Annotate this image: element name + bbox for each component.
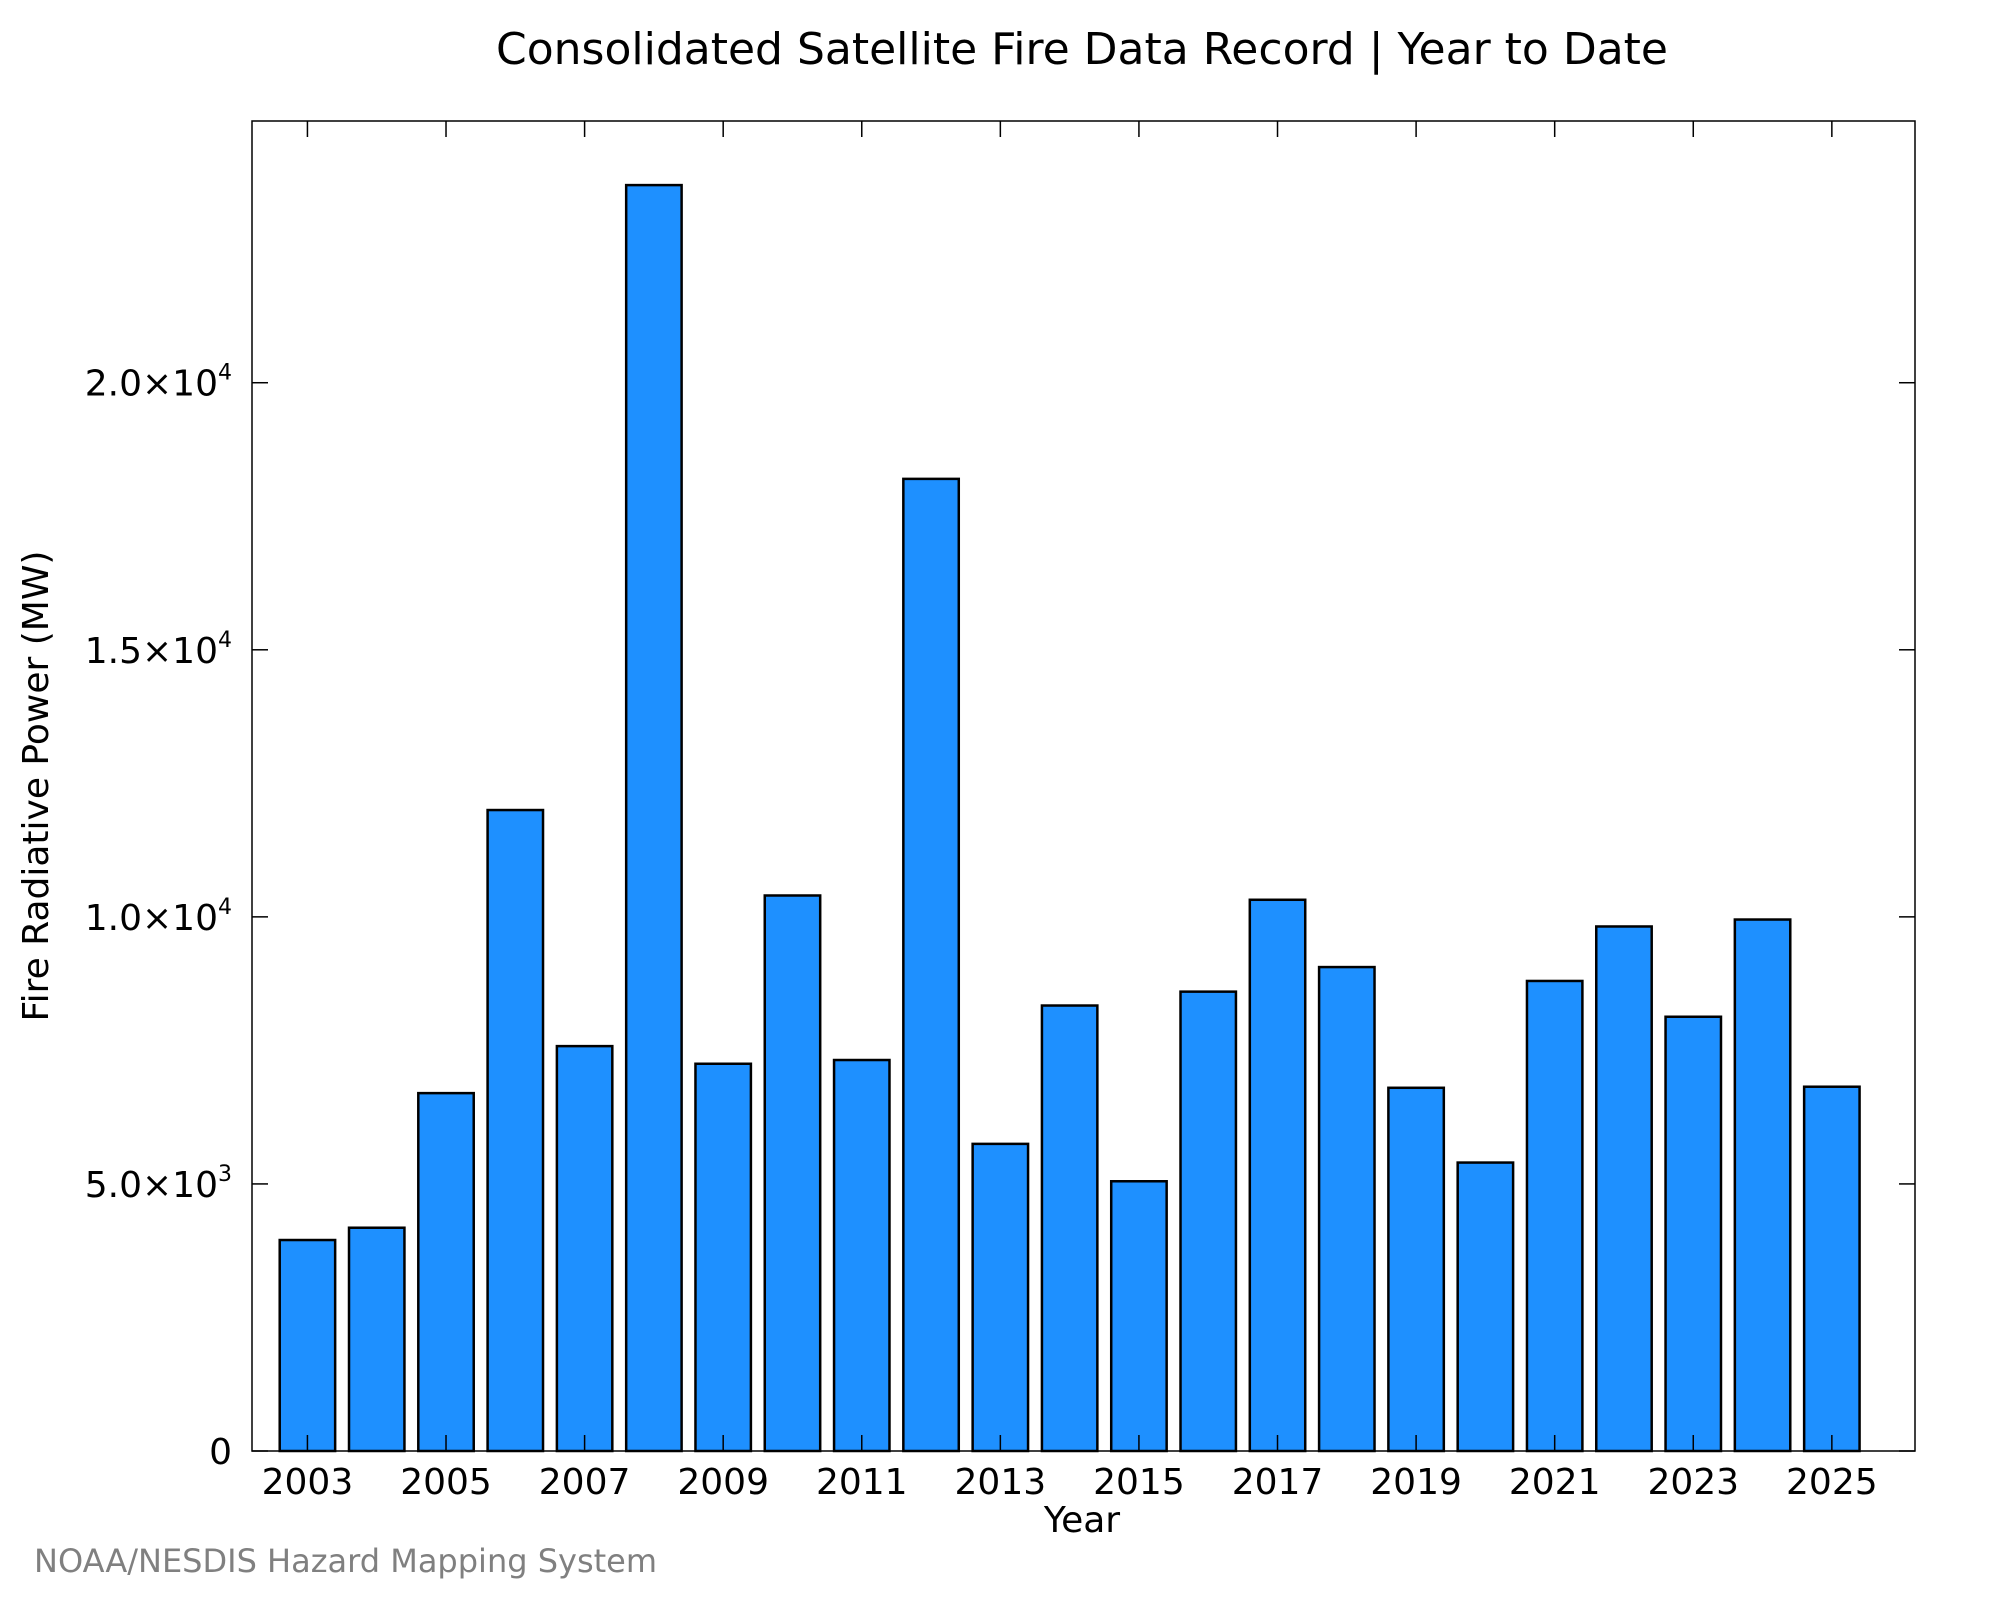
- bar-2017: [1248, 898, 1307, 1453]
- bar-2016: [1179, 990, 1238, 1453]
- x-tick-label: 2025: [1786, 1462, 1878, 1503]
- x-tick-label: 2009: [677, 1462, 769, 1503]
- chart-title: Consolidated Satellite Fire Data Record …: [496, 24, 1668, 75]
- bar-2007: [555, 1044, 614, 1453]
- x-axis-label: Year: [1043, 1500, 1120, 1541]
- ticks-group: [252, 121, 1915, 1452]
- x-tick-label: 2021: [1509, 1462, 1601, 1503]
- x-tick-label: 2007: [539, 1462, 631, 1503]
- bar-2013: [971, 1142, 1030, 1453]
- bar-2014: [1040, 1004, 1099, 1453]
- bar-2009: [694, 1062, 753, 1453]
- bar-2025: [1802, 1085, 1861, 1453]
- bar-2008: [624, 183, 683, 1453]
- x-tick-labels: 2003 2005 2007 2009 2011 2013 2015 2017 2019 2021…: [262, 1462, 1878, 1503]
- bar-2021: [1525, 979, 1584, 1453]
- x-tick-label: 2005: [400, 1462, 492, 1503]
- x-tick-label: 2017: [1232, 1462, 1324, 1503]
- plot-frame: [251, 120, 1916, 1452]
- x-tick-label: 2003: [262, 1462, 354, 1503]
- bar-2003: [278, 1238, 337, 1453]
- y-tick-label: 0: [209, 1432, 232, 1473]
- bar-2019: [1387, 1086, 1446, 1453]
- x-tick-label: 2019: [1370, 1462, 1462, 1503]
- bar-2020: [1456, 1161, 1515, 1453]
- x-tick-label: 2023: [1647, 1462, 1739, 1503]
- y-tick-label: 2.0×104: [85, 361, 232, 405]
- bar-2023: [1664, 1015, 1723, 1453]
- bars-group: [278, 183, 1861, 1453]
- bar-2006: [486, 808, 545, 1453]
- source-credit: NOAA/NESDIS Hazard Mapping System: [34, 1542, 657, 1580]
- y-axis-label: Fire Radiative Power (MW): [16, 551, 57, 1022]
- bar-2005: [417, 1091, 475, 1453]
- y-tick-label: 1.0×104: [85, 895, 232, 939]
- bar-2022: [1595, 925, 1653, 1453]
- bar-2004: [347, 1226, 406, 1453]
- bar-2011: [832, 1058, 891, 1453]
- x-tick-label: 2013: [955, 1462, 1047, 1503]
- y-tick-labels: 0 5.0×103 1.0×104 1.5×104 2.0×104: [85, 361, 232, 1473]
- x-tick-label: 2015: [1093, 1462, 1185, 1503]
- x-tick-label: 2011: [816, 1462, 908, 1503]
- bar-2015: [1109, 1180, 1168, 1453]
- bar-2012: [902, 477, 961, 1453]
- bar-2010: [763, 894, 822, 1453]
- y-tick-label: 5.0×103: [85, 1162, 232, 1206]
- bar-2018: [1317, 965, 1376, 1453]
- bar-2024: [1733, 918, 1792, 1453]
- y-tick-label: 1.5×104: [85, 628, 232, 672]
